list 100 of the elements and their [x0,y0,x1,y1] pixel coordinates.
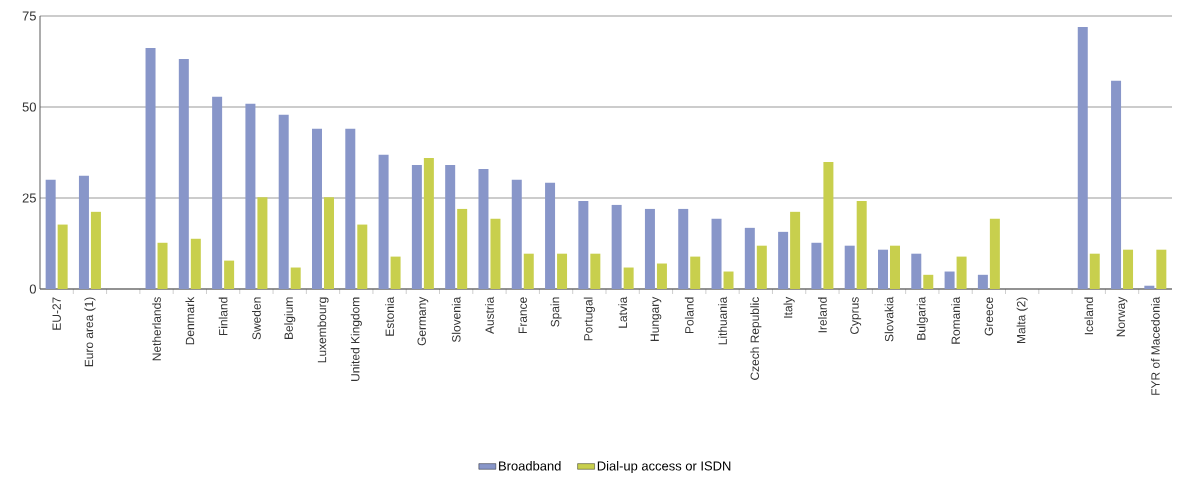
bar [157,242,168,289]
x-tick-label: Belgium [284,297,296,339]
x-tick-label: EU-27 [52,297,61,330]
x-tick-label: Slovenia [451,296,461,343]
bar [811,242,822,289]
bar [390,256,401,289]
bar [523,253,534,289]
bar [711,218,722,289]
x-tick-label: Latvia [618,296,628,328]
bar [90,211,101,289]
bar [1156,249,1167,289]
bar [956,256,967,289]
x-tick-label: Lithuania [718,296,727,345]
x-tick-label: Iceland [1084,297,1094,335]
x-tick-label: Sweden [252,297,261,340]
bar [1111,80,1122,289]
bar [345,128,356,289]
bar [690,256,701,289]
bar [977,274,988,289]
x-tick-label: Ireland [818,297,827,333]
bar [145,48,156,289]
bar [590,253,601,289]
x-tick-label: Czech Republic [750,297,762,380]
x-tick-label: Finland [218,297,228,335]
bar [257,197,268,289]
bar [178,58,189,289]
bar [1144,285,1155,289]
legend-label: Dial-up access or ISDN [597,461,731,474]
bar [78,175,89,289]
bar [190,238,201,289]
bar [889,245,900,289]
x-tick-label: Cyprus [850,297,862,335]
bar [290,267,301,289]
bar [557,253,568,289]
bar [490,218,501,289]
bar [45,179,56,289]
y-tick-label: 0 [29,284,36,294]
bar [944,271,955,289]
bar [911,253,922,289]
y-tick-label: 75 [22,11,36,21]
bar [856,200,867,289]
bar [678,208,689,289]
bar [623,267,634,289]
x-tick-label: FYR of Macedonia [1150,296,1160,395]
bar [1123,249,1134,289]
bar [1089,253,1100,289]
x-tick-label: Austria [485,296,494,334]
bar [790,211,801,289]
y-tick-label: 25 [22,193,36,203]
bar [423,157,434,289]
x-tick-label: Estonia [385,296,394,336]
x-tick-label: Spain [550,297,562,327]
bar [744,227,755,289]
bar [511,179,522,289]
bar [378,154,389,289]
bar [212,96,223,289]
bar [844,245,855,289]
bar [644,208,655,289]
bar [57,224,68,289]
bar [656,263,667,289]
bar [245,103,256,289]
bar [923,274,934,289]
x-tick-label: Denmark [185,296,195,345]
bar [445,164,456,289]
x-tick-label: Euro area (1) [84,297,96,367]
bar [823,161,834,289]
x-tick-label: Hungary [650,296,662,341]
bar [224,260,235,289]
x-tick-label: Slovakia [884,296,894,342]
x-tick-label: Netherlands [152,297,161,361]
x-tick-label: Greece [984,297,994,336]
bar [323,197,334,289]
x-tick-label: Italy [783,296,795,318]
bar [411,164,422,289]
bar [457,208,468,289]
bar [778,231,789,289]
bar [312,128,322,289]
bar [1077,26,1088,289]
x-tick-label: United Kingdom [350,297,362,381]
x-tick-label: Romania [951,296,960,344]
x-tick-label: Norway [1116,296,1128,337]
x-tick-label: Malta (2) [1016,297,1028,343]
legend-label: Broadband [499,461,561,471]
bar [989,218,1000,289]
x-tick-label: Portugal [583,297,595,341]
bar [278,114,289,289]
x-tick-label: Bulgaria [916,296,928,340]
bar [611,204,622,289]
y-tick-label: 50 [22,102,36,112]
bar [756,245,767,289]
bar [357,224,368,289]
x-tick-label: France [518,297,527,333]
bar [545,182,556,289]
x-tick-label: Poland [684,297,694,334]
x-tick-label: Luxembourg [317,297,329,363]
x-tick-label: Germany [417,296,429,346]
bar [578,200,589,289]
bar [723,271,734,289]
bar [878,249,888,289]
bar [478,168,489,289]
